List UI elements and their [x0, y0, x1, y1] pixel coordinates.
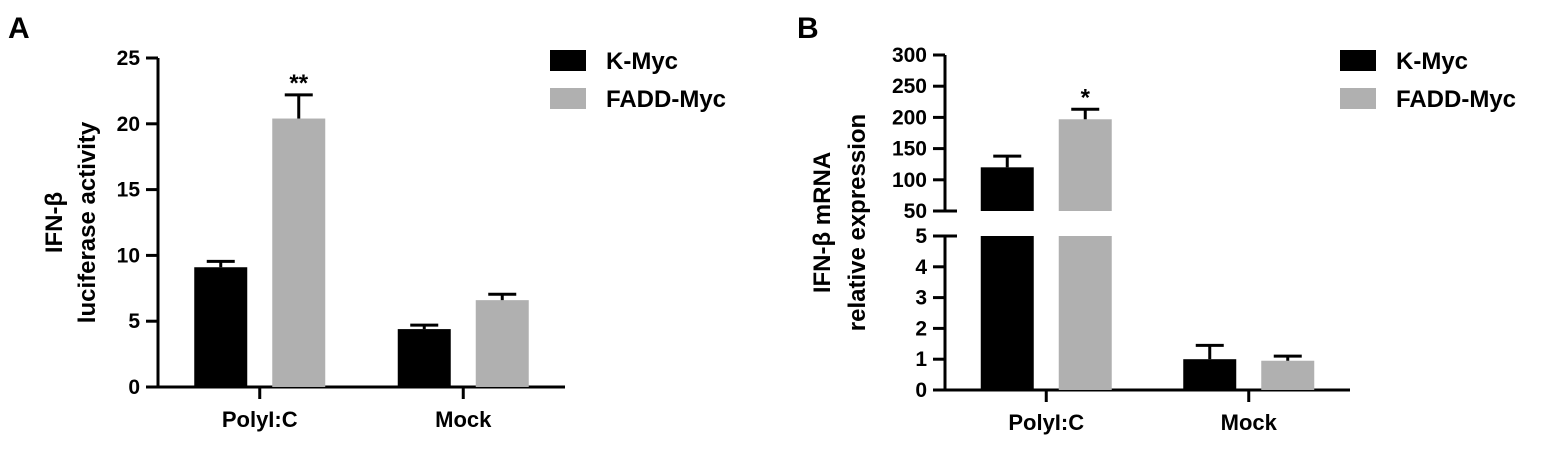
bar — [1261, 360, 1315, 390]
y-tick-label: 0 — [128, 376, 140, 399]
significance-label: * — [1081, 84, 1091, 111]
y-tick-label: 2 — [915, 317, 927, 340]
significance-label: ** — [289, 70, 308, 97]
y-tick-label: 5 — [128, 310, 140, 333]
y-tick-label: 25 — [117, 47, 141, 70]
legend-label: FADD-Myc — [606, 86, 726, 113]
bar — [272, 118, 326, 387]
x-tick-label: Mock — [1221, 410, 1278, 435]
y-tick-label: 50 — [904, 200, 927, 223]
y-tick-label: 3 — [915, 287, 927, 310]
legend-swatch — [1340, 88, 1376, 109]
legend-swatch — [1340, 50, 1376, 71]
y-axis-label: luciferase activity — [74, 121, 101, 323]
y-axis-label: relative expression — [844, 114, 871, 331]
y-tick-label: 10 — [117, 244, 140, 267]
y-tick-label: 200 — [892, 106, 927, 129]
y-tick-label: 300 — [892, 44, 927, 67]
legend-label: FADD-Myc — [1396, 86, 1516, 113]
y-tick-label: 4 — [915, 256, 927, 279]
y-tick-label: 20 — [117, 113, 140, 136]
bar — [1058, 119, 1112, 211]
bar — [1183, 359, 1237, 390]
x-tick-label: PolyI:C — [1008, 410, 1084, 435]
y-tick-label: 250 — [892, 75, 927, 98]
bar — [980, 236, 1034, 390]
bar — [980, 167, 1034, 211]
panel-label: B — [797, 12, 819, 45]
legend-swatch — [550, 50, 586, 71]
y-tick-label: 0 — [915, 379, 927, 402]
y-tick-label: 15 — [117, 179, 141, 202]
y-tick-label: 150 — [892, 138, 927, 161]
bar — [475, 300, 529, 387]
legend-swatch — [550, 88, 586, 109]
y-tick-label: 5 — [915, 225, 927, 248]
y-tick-label: 100 — [892, 169, 927, 192]
bar — [194, 267, 248, 387]
legend-label: K-Myc — [606, 48, 678, 75]
bar — [1058, 236, 1112, 390]
x-tick-label: PolyI:C — [222, 407, 298, 432]
bar — [397, 329, 451, 387]
y-axis-label: IFN-β — [41, 192, 68, 253]
y-axis-label: IFN-β mRNA — [809, 152, 836, 293]
panel-label: A — [8, 12, 30, 45]
y-tick-label: 1 — [915, 348, 927, 371]
x-tick-label: Mock — [435, 407, 492, 432]
legend-label: K-Myc — [1396, 48, 1468, 75]
